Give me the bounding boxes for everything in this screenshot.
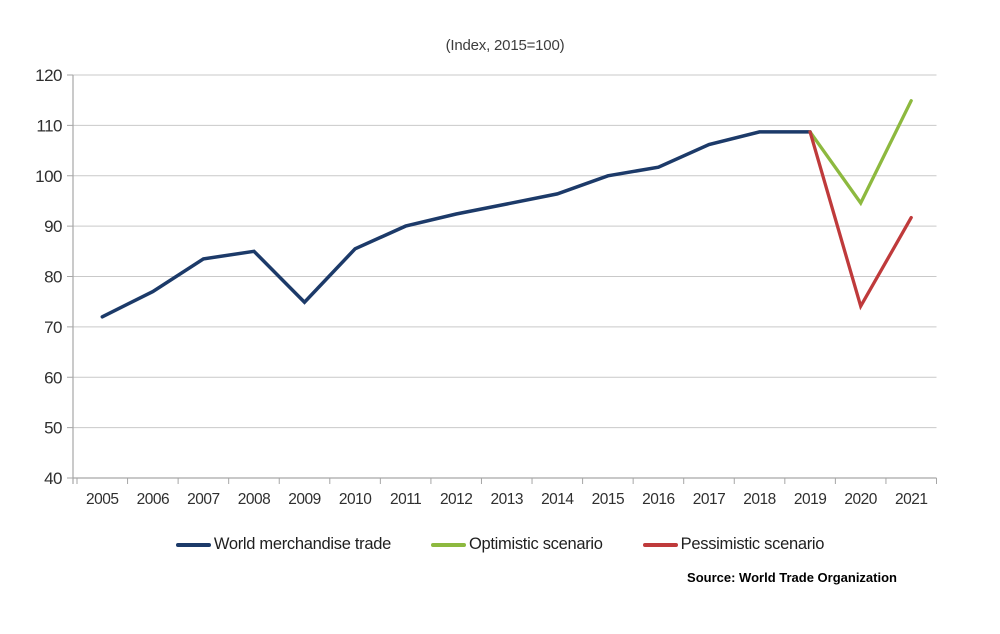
legend-swatch-2 xyxy=(642,542,678,547)
x-tick-label: 2018 xyxy=(743,491,775,508)
x-tick-label: 2017 xyxy=(693,491,725,508)
y-tick-label: 90 xyxy=(44,217,62,236)
series-line-2 xyxy=(808,130,913,311)
x-tick-label: 2016 xyxy=(642,491,674,508)
x-tick-label: 2011 xyxy=(390,491,421,508)
x-tick-label: 2008 xyxy=(238,491,270,508)
x-tick-label: 2005 xyxy=(86,491,118,508)
x-tick-label: 2012 xyxy=(440,491,472,508)
y-tick-label: 70 xyxy=(44,318,62,337)
y-tick-label: 110 xyxy=(36,116,62,135)
series-line-0 xyxy=(100,130,812,319)
x-tick-label: 2014 xyxy=(541,491,574,508)
x-tick-label: 2009 xyxy=(288,491,320,508)
y-tick-label: 80 xyxy=(44,268,62,287)
x-tick-label: 2007 xyxy=(187,491,219,508)
y-tick-label: 50 xyxy=(44,419,62,438)
x-tick-label: 2015 xyxy=(592,491,624,508)
legend-label-1: Optimistic scenario xyxy=(468,535,603,553)
x-tick-label: 2021 xyxy=(895,491,927,508)
x-tick-label: 2013 xyxy=(491,491,523,508)
y-tick-label: 120 xyxy=(35,66,62,85)
legend-item-0: World merchandise trade xyxy=(175,535,391,554)
legend-swatch-1 xyxy=(430,542,466,547)
legend-label-2: Pessimistic scenario xyxy=(680,535,825,553)
x-tick-label: 2010 xyxy=(339,491,372,508)
x-tick-label: 2019 xyxy=(794,491,826,508)
x-tick-label: 2020 xyxy=(844,491,877,508)
y-tick-label: 60 xyxy=(44,368,62,387)
source-note: Source: World Trade Organization xyxy=(687,570,897,585)
legend-item-1: Optimistic scenario xyxy=(430,535,603,554)
series-line-1 xyxy=(808,99,913,207)
y-tick-label: 100 xyxy=(35,167,62,186)
legend-swatch-0 xyxy=(175,542,211,547)
legend-item-2: Pessimistic scenario xyxy=(642,535,825,554)
chart-subtitle: (Index, 2015=100) xyxy=(445,37,565,54)
legend: World merchandise trade Optimistic scenar… xyxy=(0,535,1000,554)
legend-label-0: World merchandise trade xyxy=(213,535,391,553)
y-tick-label: 40 xyxy=(44,469,62,488)
x-tick-label: 2006 xyxy=(137,491,169,508)
